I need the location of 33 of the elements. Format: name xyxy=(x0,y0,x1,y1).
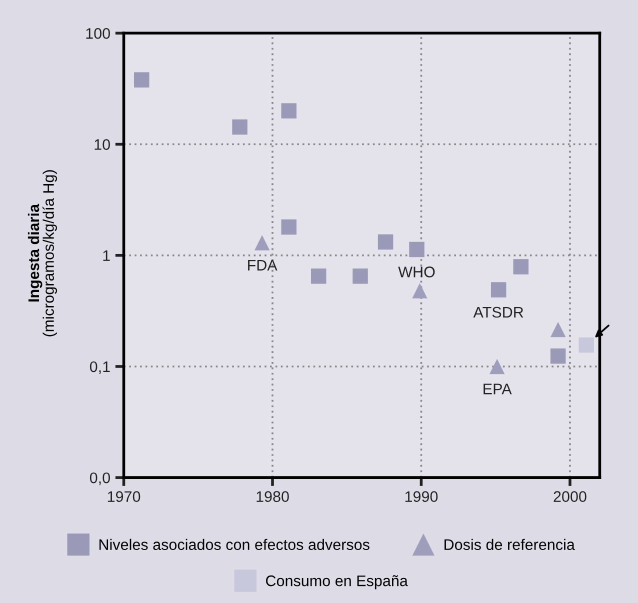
x-tick-label: 1970 xyxy=(108,491,140,502)
y-tick-label: 0,1 xyxy=(90,361,110,374)
point xyxy=(513,259,529,274)
annotation: ATSDR xyxy=(473,306,524,318)
point xyxy=(490,282,506,298)
point xyxy=(489,358,505,374)
point xyxy=(254,235,270,250)
point xyxy=(378,234,394,250)
point xyxy=(232,119,248,135)
point xyxy=(310,268,326,284)
point xyxy=(412,283,428,298)
x-tick-label: 1980 xyxy=(256,491,289,502)
annotation: EPA xyxy=(484,384,512,394)
y-tick-label: 10 xyxy=(94,139,110,150)
point xyxy=(409,242,424,258)
legend-label: Niveles asociados con efectos adversos xyxy=(99,538,370,550)
annotation: FDA xyxy=(248,260,278,270)
point xyxy=(134,72,150,88)
point xyxy=(281,103,297,118)
point xyxy=(281,219,297,235)
annotation: WHO xyxy=(398,266,435,278)
legend-label: Consumo en España xyxy=(266,575,408,590)
y-tick-label: 1 xyxy=(103,250,110,261)
x-tick-label: 1990 xyxy=(405,491,438,502)
point xyxy=(578,337,594,353)
point xyxy=(550,348,566,364)
y-axis-title: Ingesta diaria (microgramos/kg/día Hg) xyxy=(28,170,57,336)
legend-label: Dosis de referencia xyxy=(444,538,575,550)
x-tick-label: 2000 xyxy=(554,491,586,502)
point xyxy=(550,322,566,338)
point xyxy=(352,268,368,284)
y-tick-label: 100 xyxy=(86,28,110,39)
y-tick-label: 0,0 xyxy=(90,472,110,486)
